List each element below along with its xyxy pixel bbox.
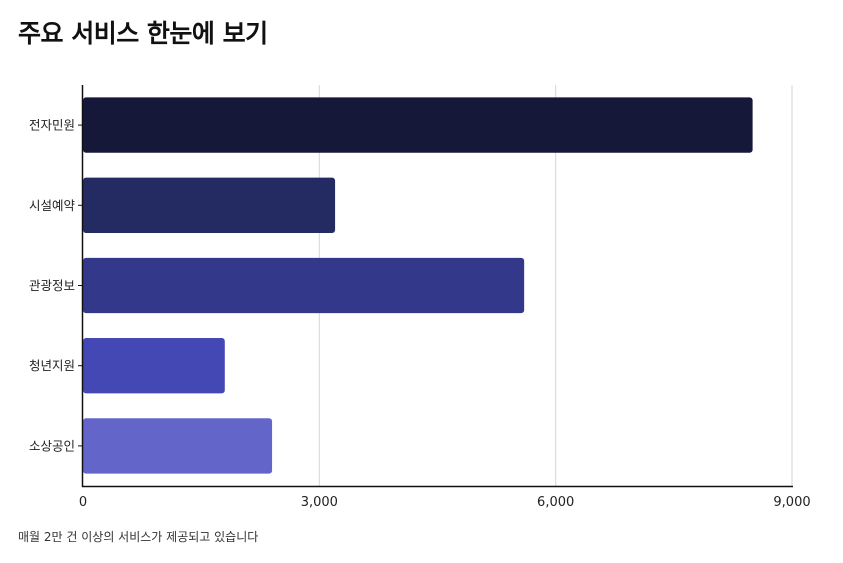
x-tick-label: 3,000 <box>301 495 338 510</box>
category-label: 시설예약 <box>29 198 76 213</box>
bar <box>83 257 525 314</box>
category-label: 청년지원 <box>29 358 75 373</box>
bar <box>83 97 753 153</box>
x-tick-label: 9,000 <box>773 495 810 510</box>
category-label: 관광정보 <box>29 278 75 293</box>
category-label: 소상공인 <box>29 438 75 453</box>
bar <box>83 177 336 233</box>
x-tick-label: 6,000 <box>537 495 574 510</box>
bars <box>83 97 753 474</box>
x-tick-label: 0 <box>79 495 87 510</box>
bar <box>83 418 273 474</box>
chart-title: 주요 서비스 한눈에 보기 <box>18 19 268 48</box>
chart-caption: 매월 2만 건 이상의 서비스가 제공되고 있습니다 <box>18 530 259 544</box>
x-tick-labels: 0 3,000 6,000 9,000 <box>79 495 811 510</box>
category-label: 전자민원 <box>29 118 75 133</box>
bar <box>83 338 225 394</box>
